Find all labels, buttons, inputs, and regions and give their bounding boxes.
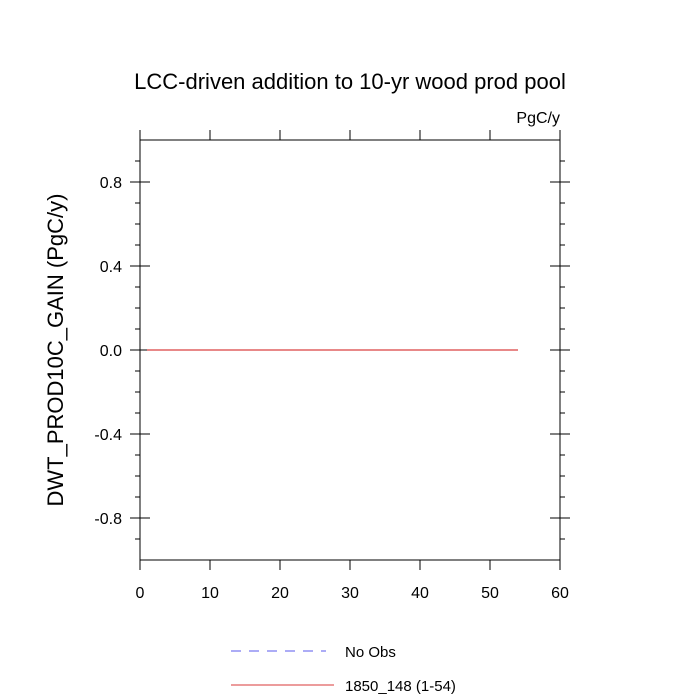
x-tick-label: 50 xyxy=(481,585,499,602)
x-tick-label: 20 xyxy=(271,585,289,602)
legend-label: 1850_148 (1-54) xyxy=(345,678,456,695)
x-tick-label: 10 xyxy=(201,585,219,602)
y-tick-label: -0.4 xyxy=(94,427,122,444)
x-tick-labels: 0 10 20 30 40 50 60 xyxy=(136,585,569,602)
y-tick-label: 0.0 xyxy=(100,343,122,360)
units-label: PgC/y xyxy=(516,110,560,127)
x-tick-label: 60 xyxy=(551,585,569,602)
y-tick-label: -0.8 xyxy=(94,511,122,528)
legend: No Obs 1850_148 (1-54) xyxy=(231,644,456,695)
x-tick-label: 0 xyxy=(136,585,145,602)
legend-label: No Obs xyxy=(345,644,396,661)
x-tick-label: 30 xyxy=(341,585,359,602)
y-axis-label: DWT_PROD10C_GAIN (PgC/y) xyxy=(43,194,68,507)
chart-title: LCC-driven addition to 10-yr wood prod p… xyxy=(134,69,566,94)
y-tick-label: 0.4 xyxy=(100,259,122,276)
x-tick-label: 40 xyxy=(411,585,429,602)
y-tick-label: 0.8 xyxy=(100,175,122,192)
y-tick-labels: -0.8 -0.4 0.0 0.4 0.8 xyxy=(94,175,122,528)
axis-ticks xyxy=(130,130,570,570)
